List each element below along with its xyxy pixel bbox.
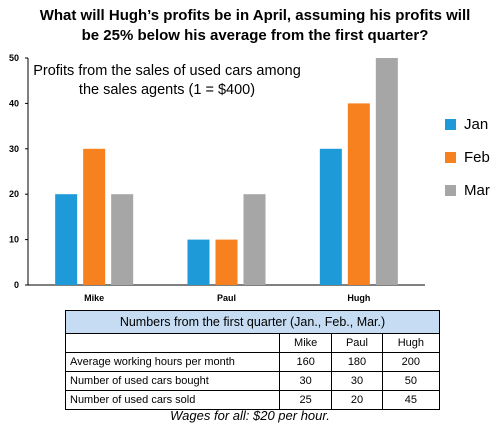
- table-row-label: Average working hours per month: [65, 352, 280, 372]
- y-tick-label: 40: [9, 98, 19, 108]
- table-row: Number of used cars bought 30 30 50: [65, 371, 441, 391]
- legend-label-mar: Mar: [464, 182, 490, 199]
- y-tick-label: 20: [9, 189, 19, 199]
- x-tick-label: Paul: [217, 293, 236, 303]
- legend-label-feb: Feb: [464, 149, 490, 166]
- legend-item-jan: Jan: [445, 116, 488, 133]
- x-tick-label: Hugh: [347, 293, 370, 303]
- table-header-mike: Mike: [278, 333, 333, 353]
- table-row: Number of used cars sold 25 20 45: [65, 390, 441, 410]
- bar-mar-hugh: [375, 58, 398, 285]
- table-header-empty: [65, 333, 280, 353]
- table-row-label: Number of used cars bought: [65, 371, 280, 391]
- table-header-hugh: Hugh: [381, 333, 441, 353]
- table-cell: 50: [381, 371, 441, 391]
- y-tick-label: 30: [9, 144, 19, 154]
- table-caption-row: Numbers from the first quarter (Jan., Fe…: [65, 310, 440, 334]
- table-row-label: Number of used cars sold: [65, 390, 280, 410]
- legend-swatch-mar: [445, 185, 456, 196]
- table-caption: Numbers from the first quarter (Jan., Fe…: [65, 310, 440, 334]
- legend-label-jan: Jan: [464, 116, 489, 133]
- y-tick-label: 0: [14, 280, 19, 290]
- bar-chart: 0 10 20 30 40 50 Mike Paul Hugh: [9, 53, 425, 303]
- bar-feb-paul: [215, 239, 238, 285]
- legend-item-feb: Feb: [445, 149, 490, 166]
- quarter-table: Numbers from the first quarter (Jan., Fe…: [65, 310, 441, 410]
- data-table-container: Numbers from the first quarter (Jan., Fe…: [65, 310, 441, 410]
- bar-mar-mike: [111, 194, 134, 285]
- bar-jan-paul: [187, 239, 210, 285]
- chart-bars: [55, 58, 398, 286]
- table-cell: 45: [381, 390, 441, 410]
- table-cell: 25: [278, 390, 333, 410]
- y-tick-label: 50: [9, 53, 19, 63]
- bar-mar-paul: [243, 194, 266, 285]
- table-header-row: Mike Paul Hugh: [65, 333, 441, 353]
- table-cell: 200: [381, 352, 441, 372]
- table-cell: 160: [278, 352, 333, 372]
- chart-title: Profits from the sales of used cars amon…: [33, 63, 301, 98]
- question-text: What will Hugh’s profits be in April, as…: [39, 7, 471, 44]
- chart-tick-labels: 0 10 20 30 40 50 Mike Paul Hugh: [9, 53, 370, 303]
- x-tick-label: Mike: [84, 293, 104, 303]
- bar-feb-hugh: [347, 103, 370, 286]
- table-row: Average working hours per month 160 180 …: [65, 352, 441, 372]
- legend-swatch-feb: [445, 152, 456, 163]
- y-tick-label: 10: [9, 235, 19, 245]
- bar-jan-mike: [55, 194, 78, 285]
- table-cell: 30: [331, 371, 383, 391]
- bar-jan-hugh: [319, 148, 342, 285]
- legend-swatch-jan: [445, 119, 456, 130]
- table-header-paul: Paul: [331, 333, 383, 353]
- legend-item-mar: Mar: [445, 182, 490, 199]
- table-cell: 180: [331, 352, 383, 372]
- table-cell: 20: [331, 390, 383, 410]
- table-cell: 30: [278, 371, 333, 391]
- footnote: Wages for all: $20 per hour.: [170, 408, 330, 423]
- bar-feb-mike: [83, 148, 106, 285]
